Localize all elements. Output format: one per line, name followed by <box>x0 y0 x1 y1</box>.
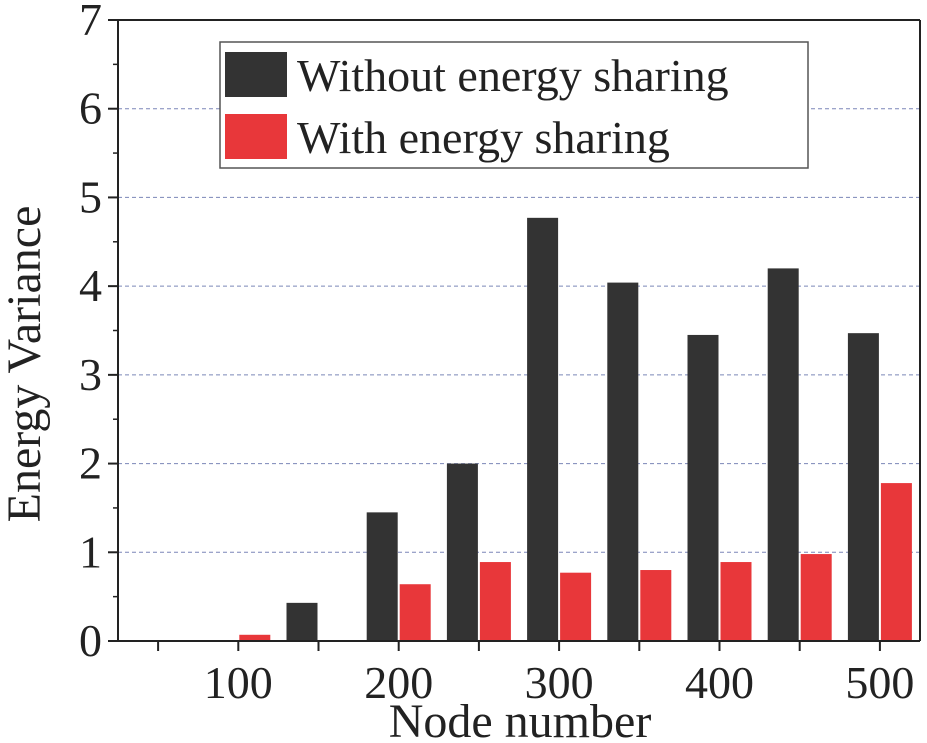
bar-with-300 <box>560 572 592 641</box>
legend-swatch-without <box>225 52 287 97</box>
bar-without-200 <box>366 512 398 641</box>
bar-without-150 <box>286 602 318 641</box>
y-axis-title: Energy Variance <box>0 206 51 523</box>
y-tick-label: 7 <box>79 0 102 45</box>
x-tick-label: 100 <box>204 657 273 708</box>
bar-without-300 <box>527 217 559 641</box>
y-tick-label: 6 <box>79 83 102 134</box>
bars <box>239 217 912 641</box>
y-tick-label: 1 <box>79 526 102 577</box>
bar-with-400 <box>720 562 752 641</box>
x-tick-label: 400 <box>685 657 754 708</box>
grid-lines <box>118 108 920 553</box>
x-tick-label: 500 <box>845 657 914 708</box>
legend: Without energy sharing With energy shari… <box>219 41 809 169</box>
bar-with-500 <box>880 483 912 641</box>
bar-without-350 <box>607 282 639 641</box>
bar-without-400 <box>687 334 719 641</box>
bar-with-450 <box>800 554 832 641</box>
y-tick-label: 2 <box>79 438 102 489</box>
y-tick-label: 4 <box>79 260 102 311</box>
bar-with-100 <box>239 634 271 641</box>
bar-without-500 <box>847 333 879 641</box>
bar-with-200 <box>399 584 431 641</box>
legend-label-with: With energy sharing <box>297 112 670 163</box>
x-tick-label: 200 <box>364 657 433 708</box>
x-axis-title: Node number <box>389 695 652 743</box>
y-axis-ticks: 0 1 2 3 4 5 6 7 <box>79 0 118 666</box>
x-axis-ticks: 100 200 300 400 500 <box>157 641 914 708</box>
legend-swatch-with <box>225 114 287 159</box>
x-tick-label: 300 <box>525 657 594 708</box>
bar-with-250 <box>479 562 511 641</box>
legend-label-without: Without energy sharing <box>297 50 729 101</box>
bar-without-450 <box>767 268 799 641</box>
y-tick-label: 3 <box>79 349 102 400</box>
bar-without-250 <box>446 463 478 641</box>
bar-with-350 <box>640 570 672 641</box>
legend-box <box>219 41 809 169</box>
y-tick-label: 0 <box>79 615 102 666</box>
y-tick-label: 5 <box>79 171 102 222</box>
axes <box>117 19 921 642</box>
